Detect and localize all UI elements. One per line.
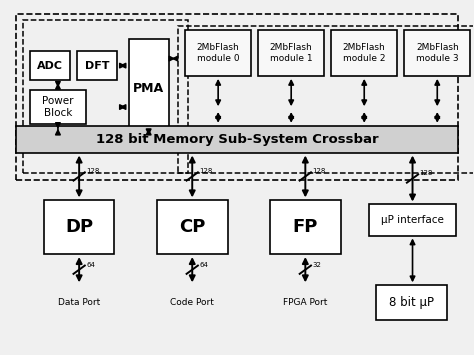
Text: Code Port: Code Port xyxy=(170,298,214,307)
FancyBboxPatch shape xyxy=(77,51,117,80)
Text: CP: CP xyxy=(179,218,205,236)
Text: 64: 64 xyxy=(199,262,208,268)
Text: PMA: PMA xyxy=(133,82,164,95)
Text: DFT: DFT xyxy=(84,61,109,71)
FancyBboxPatch shape xyxy=(270,200,341,254)
FancyBboxPatch shape xyxy=(331,31,397,76)
FancyBboxPatch shape xyxy=(157,200,228,254)
Text: 2MbFlash
module 0: 2MbFlash module 0 xyxy=(197,43,239,63)
Text: 128 bit Memory Sub-System Crossbar: 128 bit Memory Sub-System Crossbar xyxy=(96,133,378,146)
Text: 128: 128 xyxy=(419,170,433,176)
FancyBboxPatch shape xyxy=(258,31,324,76)
Text: FP: FP xyxy=(292,218,318,236)
Text: 2MbFlash
module 2: 2MbFlash module 2 xyxy=(343,43,386,63)
Text: 64: 64 xyxy=(86,262,95,268)
FancyBboxPatch shape xyxy=(30,51,70,80)
Text: 128: 128 xyxy=(86,168,100,174)
FancyBboxPatch shape xyxy=(369,204,456,235)
Text: Power
Block: Power Block xyxy=(42,96,73,118)
Text: 2MbFlash
module 1: 2MbFlash module 1 xyxy=(270,43,312,63)
Text: 32: 32 xyxy=(312,262,321,268)
Text: μP interface: μP interface xyxy=(381,215,444,225)
Text: 128: 128 xyxy=(312,168,326,174)
Text: 8 bit μP: 8 bit μP xyxy=(389,296,434,309)
Text: 128: 128 xyxy=(199,168,213,174)
FancyBboxPatch shape xyxy=(30,91,86,124)
Text: ADC: ADC xyxy=(36,61,63,71)
FancyBboxPatch shape xyxy=(404,31,470,76)
Text: 2MbFlash
module 3: 2MbFlash module 3 xyxy=(416,43,459,63)
FancyBboxPatch shape xyxy=(44,200,115,254)
FancyBboxPatch shape xyxy=(16,126,458,153)
Text: FPGA Port: FPGA Port xyxy=(283,298,328,307)
FancyBboxPatch shape xyxy=(376,285,447,321)
Text: Data Port: Data Port xyxy=(58,298,100,307)
Text: DP: DP xyxy=(65,218,93,236)
FancyBboxPatch shape xyxy=(185,31,251,76)
FancyBboxPatch shape xyxy=(128,39,169,138)
